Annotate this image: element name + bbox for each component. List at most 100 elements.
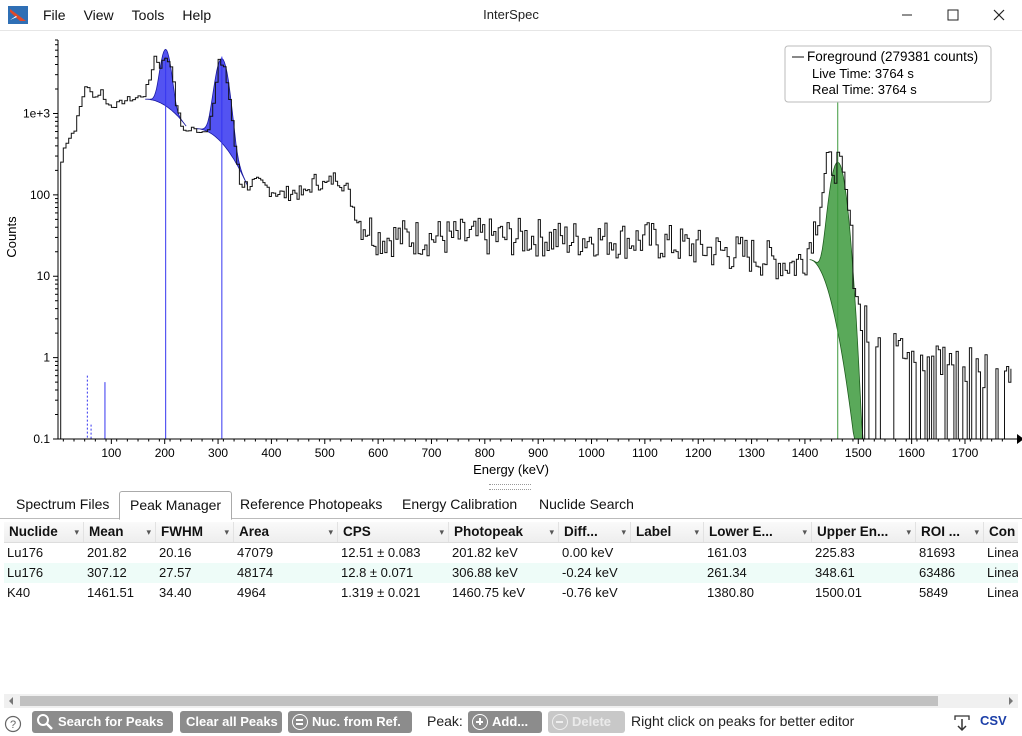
legend-real-time: Real Time: 3764 s (812, 82, 917, 97)
minimize-button[interactable] (884, 0, 930, 30)
x-tick-label: 1000 (578, 446, 605, 460)
table-cell[interactable]: 1461.51 (87, 585, 134, 600)
table-cell[interactable]: 12.8 ± 0.071 (341, 565, 414, 580)
sort-dropdown-icon[interactable]: ▾ (621, 527, 626, 537)
peaks-layer (86, 48, 866, 440)
column-header[interactable]: Lower E... ▾ (704, 522, 812, 542)
column-header[interactable]: FWHM ▾ (156, 522, 234, 542)
sort-dropdown-icon[interactable]: ▾ (974, 527, 979, 537)
nuc-from-ref-button[interactable]: Nuc. from Ref. (288, 711, 412, 733)
legend-series-label: Foreground (279381 counts) (807, 49, 978, 64)
table-cell[interactable]: 225.83 (815, 545, 855, 560)
menu-tools[interactable]: Tools (131, 7, 165, 23)
sort-dropdown-icon[interactable]: ▾ (549, 527, 554, 537)
table-cell[interactable]: -0.24 keV (562, 565, 618, 580)
table-cell[interactable] (631, 543, 707, 563)
menu-file[interactable]: File (43, 7, 66, 23)
table-cell[interactable]: 47079 (237, 545, 274, 560)
table-cell[interactable]: 348.61 (815, 565, 855, 580)
table-cell[interactable]: 63486 (919, 565, 956, 580)
column-header[interactable]: Diff... ▾ (559, 522, 631, 542)
table-cell[interactable]: 201.82 (87, 545, 127, 560)
x-tick-label: 1500 (845, 446, 872, 460)
legend[interactable]: Foreground (279381 counts) Live Time: 37… (784, 45, 992, 103)
table-cell[interactable]: 34.40 (159, 585, 192, 600)
table-cell[interactable]: -0.76 keV (562, 585, 618, 600)
table-cell[interactable]: K40 (7, 585, 31, 600)
menu-help[interactable]: Help (182, 7, 212, 23)
table-cell[interactable]: 1460.75 keV (452, 585, 526, 600)
scrollbar-thumb[interactable] (20, 696, 938, 706)
column-header-label: Con (989, 524, 1016, 539)
spectrum-svg[interactable]: 100 200 300 400 500 600 700 800 900 1000 1100 1200 1… (0, 30, 1022, 480)
table-cell[interactable]: Lu176 (7, 545, 44, 560)
x-tick-label: 300 (208, 446, 228, 460)
table-cell[interactable] (631, 583, 707, 603)
tab-energy-calibration[interactable]: Energy Calibration (402, 496, 518, 512)
download-icon[interactable] (953, 714, 971, 732)
sort-dropdown-icon[interactable]: ▾ (224, 527, 229, 537)
table-row[interactable]: K40 1461.51 34.40 4964 1.319 ± 0.021 1460.75 … (4, 583, 1018, 603)
table-cell[interactable]: 5849 (919, 585, 948, 600)
table-cell[interactable]: 261.34 (707, 565, 747, 580)
table-cell[interactable]: 307.12 (87, 565, 127, 580)
search-for-peaks-button[interactable]: Search for Peaks (32, 711, 173, 733)
table-cell[interactable]: 81693 (919, 545, 956, 560)
table-row[interactable]: Lu176 201.82 20.16 47079 12.51 ± 0.083 201.82… (4, 543, 1018, 563)
column-header[interactable]: ROI ... ▾ (916, 522, 984, 542)
table-cell[interactable]: 201.82 keV (452, 545, 518, 560)
tab-nuclide-search[interactable]: Nuclide Search (539, 496, 634, 512)
sort-dropdown-icon[interactable]: ▾ (328, 527, 333, 537)
table-cell[interactable]: 1500.01 (815, 585, 862, 600)
table-cell[interactable] (631, 563, 707, 583)
table-cell[interactable]: 4964 (237, 585, 266, 600)
table-cell[interactable]: 20.16 (159, 545, 192, 560)
clear-all-peaks-button[interactable]: Clear all Peaks (180, 711, 282, 733)
chart-resize-handle[interactable] (489, 484, 531, 490)
close-button[interactable] (976, 0, 1022, 30)
sort-dropdown-icon[interactable]: ▾ (802, 527, 807, 537)
table-cell[interactable]: 27.57 (159, 565, 192, 580)
column-header[interactable]: Area ▾ (234, 522, 338, 542)
column-header[interactable]: CPS ▾ (338, 522, 449, 542)
table-cell[interactable]: Linea (987, 545, 1018, 560)
scroll-right-icon[interactable] (1006, 694, 1016, 708)
tab-reference-photopeaks[interactable]: Reference Photopeaks (240, 496, 383, 512)
column-header[interactable]: Mean ▾ (84, 522, 156, 542)
column-header[interactable]: Photopeak ▾ (449, 522, 559, 542)
sort-dropdown-icon[interactable]: ▾ (906, 527, 911, 537)
column-header[interactable]: Upper En... ▾ (812, 522, 916, 542)
table-cell[interactable]: 1.319 ± 0.021 (341, 585, 421, 600)
delete-peak-button[interactable]: Delete (548, 711, 625, 733)
scroll-left-icon[interactable] (6, 694, 16, 708)
table-row[interactable]: Lu176 307.12 27.57 48174 12.8 ± 0.071 306.88 … (4, 563, 1018, 583)
table-cell[interactable]: Linea (987, 565, 1018, 580)
table-cell[interactable]: 12.51 ± 0.083 (341, 545, 421, 560)
table-cell[interactable]: 306.88 keV (452, 565, 518, 580)
table-cell[interactable]: 1380.80 (707, 585, 754, 600)
add-peak-button[interactable]: Add... (468, 711, 542, 733)
title-bar: File View Tools Help InterSpec (0, 0, 1022, 31)
column-header[interactable]: Label ▾ (631, 522, 704, 542)
tab-spectrum-files[interactable]: Spectrum Files (16, 496, 110, 512)
table-cell[interactable]: 48174 (237, 565, 274, 580)
sort-dropdown-icon[interactable]: ▾ (74, 527, 79, 537)
sort-dropdown-icon[interactable]: ▾ (146, 527, 151, 537)
horizontal-scrollbar[interactable] (4, 694, 1018, 708)
table-cell[interactable]: Lu176 (7, 565, 44, 580)
help-icon[interactable]: ? (4, 715, 22, 733)
spectrum-chart[interactable]: 100 200 300 400 500 600 700 800 900 1000 1100 1200 1… (0, 30, 1022, 480)
sort-dropdown-icon[interactable]: ▾ (694, 527, 699, 537)
csv-export-link[interactable]: CSV (980, 713, 1007, 728)
table-cell[interactable]: 161.03 (707, 545, 747, 560)
maximize-icon (947, 9, 959, 21)
interspec-logo-icon (8, 6, 28, 24)
column-header[interactable]: Con (984, 522, 1018, 542)
table-cell[interactable]: 0.00 keV (562, 545, 614, 560)
menu-view[interactable]: View (83, 7, 114, 23)
table-cell[interactable]: Linea (987, 585, 1018, 600)
column-header[interactable]: Nuclide ▾ (4, 522, 84, 542)
sort-dropdown-icon[interactable]: ▾ (439, 527, 444, 537)
maximize-button[interactable] (930, 0, 976, 30)
tab-peak-manager[interactable]: Peak Manager (119, 491, 233, 520)
